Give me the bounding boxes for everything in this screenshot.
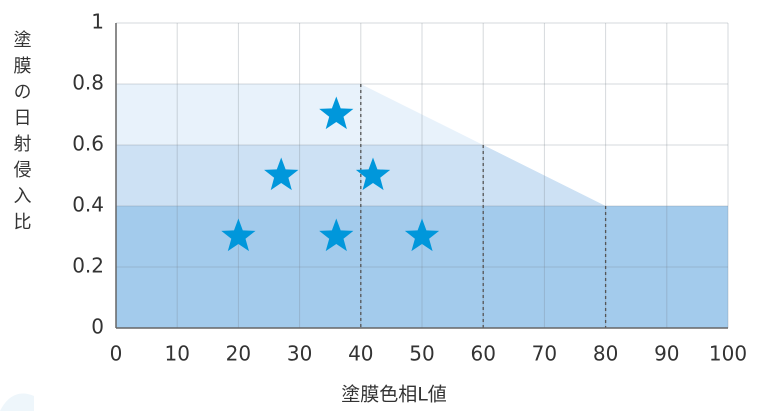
star-point [404,218,440,252]
y-tick-label: 0.4 [72,193,104,217]
star-point [221,218,256,252]
y-axis-label: 塗膜の日射侵入比 [11,29,32,238]
x-tick-label: 90 [654,342,679,366]
y-tick-label: 1 [91,10,104,34]
x-tick-label: 40 [348,342,373,366]
y-tick-label: 0.8 [72,71,104,95]
x-tick-label: 20 [226,342,251,366]
x-tick-label: 60 [470,342,495,366]
x-tick-label: 10 [164,342,189,366]
region [116,206,728,328]
y-tick-label: 0 [91,315,104,339]
x-axis-label: 塗膜色相L値 [341,383,447,406]
x-tick-label: 0 [110,342,123,366]
star-point [319,96,354,130]
x-tick-label: 50 [409,342,434,366]
star-point [319,218,354,252]
star-point [355,157,391,191]
star-point [264,157,299,191]
x-tick-label: 100 [709,342,747,366]
x-tick-label: 30 [287,342,312,366]
x-tick-label: 70 [532,342,557,366]
y-tick-label: 0.6 [72,132,104,156]
decoration [0,393,34,411]
x-tick-label: 80 [593,342,618,366]
y-tick-label: 0.2 [72,254,104,278]
